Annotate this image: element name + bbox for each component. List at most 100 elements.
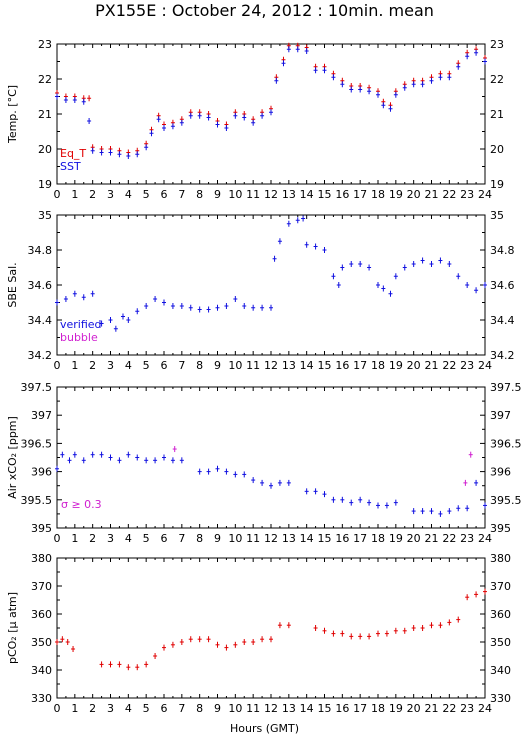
y-tick-label-right: 34.4	[490, 314, 515, 327]
y-tick-label: 396	[31, 466, 52, 479]
x-tick-label: 15	[318, 532, 332, 545]
x-tick-label: 21	[425, 532, 439, 545]
x-tick-label: 23	[460, 359, 474, 372]
x-tick-label: 12	[264, 702, 278, 715]
y-tick-label-right: 330	[490, 692, 511, 705]
x-tick-label: 12	[264, 188, 278, 201]
x-tick-label: 19	[389, 359, 403, 372]
x-tick-label: 15	[318, 188, 332, 201]
x-tick-label: 18	[371, 188, 385, 201]
y-tick-label: 395.5	[21, 494, 53, 507]
x-tick-label: 14	[300, 532, 314, 545]
x-tick-label: 5	[143, 188, 150, 201]
x-tick-label: 20	[407, 359, 421, 372]
x-tick-label: 9	[214, 359, 221, 372]
y-axis-label: SBE Sal.	[6, 262, 19, 307]
x-tick-label: 4	[125, 359, 132, 372]
x-tick-label: 17	[353, 532, 367, 545]
x-tick-label: 11	[246, 532, 260, 545]
x-tick-label: 3	[107, 359, 114, 372]
x-tick-label: 16	[335, 188, 349, 201]
y-tick-label-right: 34.2	[490, 349, 515, 362]
x-tick-label: 2	[89, 359, 96, 372]
x-tick-label: 7	[178, 359, 185, 372]
x-tick-label: 22	[442, 702, 456, 715]
x-tick-label: 17	[353, 359, 367, 372]
y-axis-label: pCO₂ [μ atm]	[6, 592, 19, 664]
x-tick-label: 19	[389, 188, 403, 201]
legend-entry: SST	[60, 160, 81, 173]
plot-frame	[56, 214, 486, 356]
x-tick-label: 8	[196, 532, 203, 545]
x-tick-label: 7	[178, 702, 185, 715]
x-tick-label: 0	[54, 359, 61, 372]
x-tick-label: 9	[214, 702, 221, 715]
x-tick-label: 4	[125, 702, 132, 715]
x-tick-label: 10	[228, 188, 242, 201]
y-tick-label-right: 20	[490, 143, 504, 156]
x-tick-label: 1	[71, 532, 78, 545]
legend-entry: Eq_T	[60, 147, 86, 160]
x-tick-label: 2	[89, 702, 96, 715]
y-axis-label: Temp. [°C]	[6, 85, 19, 144]
x-tick-label: 10	[228, 702, 242, 715]
y-tick-label-right: 35	[490, 209, 504, 222]
y-tick-label-right: 395.5	[490, 494, 522, 507]
x-tick-label: 11	[246, 359, 260, 372]
x-tick-label: 17	[353, 702, 367, 715]
x-tick-label: 0	[54, 532, 61, 545]
x-tick-label: 23	[460, 188, 474, 201]
y-tick-label: 19	[38, 178, 52, 191]
x-tick-label: 4	[125, 188, 132, 201]
x-tick-label: 3	[107, 188, 114, 201]
y-tick-label: 396.5	[21, 437, 53, 450]
x-tick-label: 4	[125, 532, 132, 545]
x-tick-label: 18	[371, 359, 385, 372]
x-tick-label: 10	[228, 532, 242, 545]
y-tick-label: 395	[31, 522, 52, 535]
x-tick-label: 6	[161, 188, 168, 201]
y-tick-label: 360	[31, 608, 52, 621]
x-tick-label: 2	[89, 188, 96, 201]
x-tick-label: 16	[335, 359, 349, 372]
x-tick-label: 9	[214, 188, 221, 201]
x-tick-label: 13	[282, 359, 296, 372]
y-tick-label-right: 395	[490, 522, 511, 535]
x-tick-label: 18	[371, 532, 385, 545]
y-tick-label-right: 23	[490, 38, 504, 51]
x-tick-label: 3	[107, 702, 114, 715]
x-tick-label: 13	[282, 702, 296, 715]
x-tick-label: 1	[71, 188, 78, 201]
x-tick-label: 18	[371, 702, 385, 715]
x-tick-label: 23	[460, 532, 474, 545]
x-tick-label: 17	[353, 188, 367, 201]
y-tick-label: 370	[31, 580, 52, 593]
y-axis-label: Air xCO₂ [ppm]	[6, 416, 19, 499]
x-tick-label: 12	[264, 359, 278, 372]
x-tick-label: 14	[300, 188, 314, 201]
x-tick-label: 12	[264, 532, 278, 545]
x-tick-label: 20	[407, 188, 421, 201]
legend-entry: bubble	[60, 331, 98, 344]
x-tick-label: 22	[442, 188, 456, 201]
annotation-text: σ ≥ 0.3	[61, 498, 102, 511]
x-tick-label: 21	[425, 188, 439, 201]
x-tick-label: 16	[335, 702, 349, 715]
x-tick-label: 22	[442, 532, 456, 545]
y-tick-label: 397.5	[21, 381, 53, 394]
x-tick-label: 0	[54, 702, 61, 715]
y-tick-label-right: 360	[490, 608, 511, 621]
x-tick-label: 21	[425, 702, 439, 715]
y-tick-label-right: 380	[490, 552, 511, 565]
x-tick-label: 24	[478, 532, 492, 545]
x-tick-label: 14	[300, 702, 314, 715]
x-tick-label: 11	[246, 702, 260, 715]
y-tick-label: 34.2	[28, 349, 53, 362]
x-tick-label: 11	[246, 188, 260, 201]
x-tick-label: 7	[178, 188, 185, 201]
page-title: PX155E : October 24, 2012 : 10min. mean	[95, 1, 434, 20]
y-tick-label: 397	[31, 409, 52, 422]
chart-panel-3: 0 1 2 3 4 5 6 7 8 9 10 11 12 13 14 15 16 17 18 19 20 21 22 23 24…	[6, 381, 522, 545]
x-tick-label: 24	[478, 188, 492, 201]
